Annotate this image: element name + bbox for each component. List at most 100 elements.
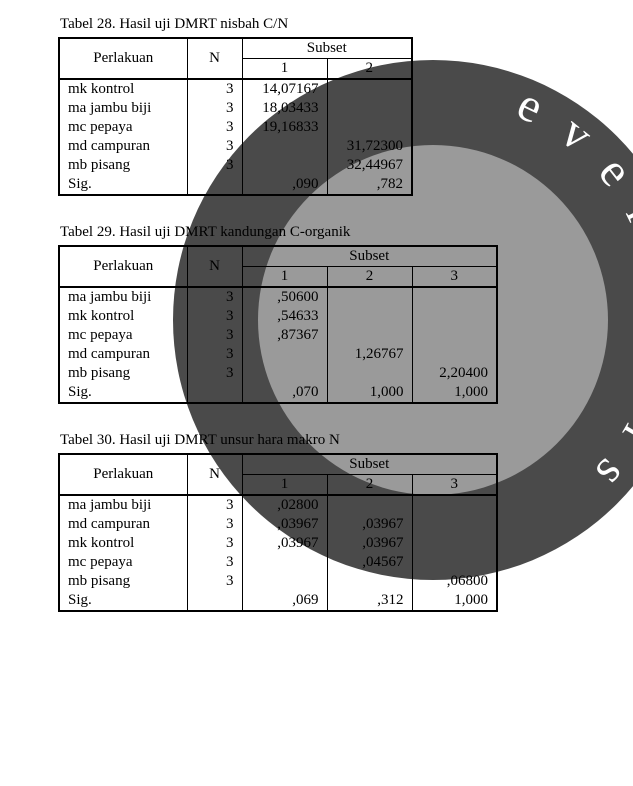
row-label: mb pisang [59, 156, 187, 175]
table-row: mb pisang3,06800 [59, 572, 497, 591]
row-value: ,312 [327, 591, 412, 611]
table-row: ma jambu biji318,03433 [59, 99, 412, 118]
row-value: ,069 [242, 591, 327, 611]
row-value: 31,72300 [327, 137, 412, 156]
row-value [327, 364, 412, 383]
row-n: 3 [187, 534, 242, 553]
table-row: mc pepaya319,16833 [59, 118, 412, 137]
hdr-s3: 3 [412, 267, 497, 288]
hdr-subset: Subset [242, 246, 497, 267]
row-value [412, 495, 497, 515]
row-label: ma jambu biji [59, 287, 187, 307]
row-n: 3 [187, 572, 242, 591]
row-value [327, 307, 412, 326]
row-label: md campuran [59, 345, 187, 364]
table-row: mc pepaya3,87367 [59, 326, 497, 345]
row-label: mc pepaya [59, 553, 187, 572]
row-label: ma jambu biji [59, 495, 187, 515]
row-n: 3 [187, 156, 242, 175]
table-28-block: Tabel 28. Hasil uji DMRT nisbah C/N Perl… [58, 16, 633, 196]
table-row: md campuran3 1,26767 [59, 345, 497, 364]
row-n: 3 [187, 307, 242, 326]
hdr-s1: 1 [242, 267, 327, 288]
row-label: Sig. [59, 383, 187, 403]
row-value [327, 287, 412, 307]
row-label: md campuran [59, 515, 187, 534]
table-row: mb pisang3 32,44967 [59, 156, 412, 175]
row-n: 3 [187, 553, 242, 572]
row-label: md campuran [59, 137, 187, 156]
row-value: ,54633 [242, 307, 327, 326]
row-n: 3 [187, 345, 242, 364]
row-label: mc pepaya [59, 326, 187, 345]
row-n: 3 [187, 99, 242, 118]
table-row: mk kontrol314,07167 [59, 79, 412, 99]
row-n [187, 591, 242, 611]
row-value [412, 307, 497, 326]
row-value: ,03967 [242, 515, 327, 534]
hdr-perlakuan: Perlakuan [59, 454, 187, 495]
row-value [327, 118, 412, 137]
table-row: mc pepaya3 ,04567 [59, 553, 497, 572]
table-row: Sig.,0701,0001,000 [59, 383, 497, 403]
row-value [242, 345, 327, 364]
hdr-s2: 2 [327, 475, 412, 496]
table-30: Perlakuan N Subset 1 2 3 ma jambu biji3,… [58, 453, 498, 612]
row-value: 14,07167 [242, 79, 327, 99]
table-row: mk kontrol3,03967,03967 [59, 534, 497, 553]
row-n: 3 [187, 495, 242, 515]
row-label: mc pepaya [59, 118, 187, 137]
row-value [327, 326, 412, 345]
row-value [242, 364, 327, 383]
row-value: ,50600 [242, 287, 327, 307]
row-value: ,04567 [327, 553, 412, 572]
row-value [327, 99, 412, 118]
row-value: 1,000 [412, 591, 497, 611]
row-value [327, 495, 412, 515]
row-value: 19,16833 [242, 118, 327, 137]
table-29-caption: Tabel 29. Hasil uji DMRT kandungan C-org… [60, 224, 633, 241]
row-value: ,070 [242, 383, 327, 403]
row-value: ,03967 [327, 515, 412, 534]
table-row: mb pisang32,20400 [59, 364, 497, 383]
hdr-n: N [187, 454, 242, 495]
hdr-perlakuan: Perlakuan [59, 38, 187, 79]
row-value: ,87367 [242, 326, 327, 345]
table-row: md campuran3,03967,03967 [59, 515, 497, 534]
row-value: 2,20400 [412, 364, 497, 383]
hdr-s1: 1 [242, 59, 327, 80]
row-label: mk kontrol [59, 307, 187, 326]
row-value: ,02800 [242, 495, 327, 515]
row-n: 3 [187, 287, 242, 307]
hdr-s3: 3 [412, 475, 497, 496]
row-label: Sig. [59, 591, 187, 611]
row-n: 3 [187, 79, 242, 99]
row-label: ma jambu biji [59, 99, 187, 118]
row-value: 1,26767 [327, 345, 412, 364]
row-n [187, 383, 242, 403]
row-value: 1,000 [327, 383, 412, 403]
row-label: mb pisang [59, 364, 187, 383]
row-value [327, 572, 412, 591]
table-row: Sig. ,069,3121,000 [59, 591, 497, 611]
row-n [187, 175, 242, 195]
table-row: ma jambu biji3,02800 [59, 495, 497, 515]
table-row: Sig. ,090,782 [59, 175, 412, 195]
row-value: 32,44967 [327, 156, 412, 175]
row-label: Sig. [59, 175, 187, 195]
table-row: mk kontrol3,54633 [59, 307, 497, 326]
row-value: ,090 [242, 175, 327, 195]
hdr-subset: Subset [242, 38, 412, 59]
row-value [327, 79, 412, 99]
row-value [412, 515, 497, 534]
row-label: mk kontrol [59, 534, 187, 553]
row-value [242, 156, 327, 175]
row-value: ,782 [327, 175, 412, 195]
row-value [412, 534, 497, 553]
row-value: 18,03433 [242, 99, 327, 118]
row-n: 3 [187, 137, 242, 156]
hdr-s2: 2 [327, 59, 412, 80]
row-label: mk kontrol [59, 79, 187, 99]
hdr-s2: 2 [327, 267, 412, 288]
row-value: 1,000 [412, 383, 497, 403]
